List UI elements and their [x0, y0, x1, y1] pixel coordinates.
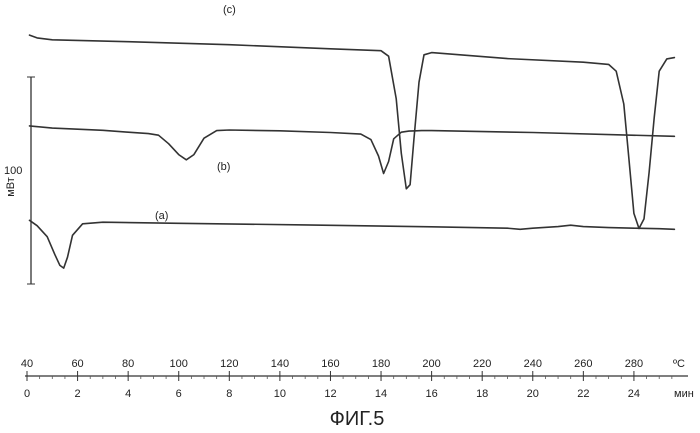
scale-bar-value: 100	[4, 165, 22, 177]
figure-caption: ФИГ.5	[330, 408, 385, 430]
temperature-unit: ºC	[673, 358, 685, 370]
temperature-tick-label: 100	[170, 358, 188, 370]
scale-bar: 100 мВт	[4, 77, 35, 284]
time-tick-label: 0	[24, 388, 30, 400]
time-unit: мин	[674, 388, 694, 400]
curve-a	[30, 220, 675, 268]
temperature-tick-label: 280	[625, 358, 643, 370]
temperature-tick-label: 160	[321, 358, 339, 370]
x-axis: 406080100120140160180200220240260280 024…	[21, 358, 694, 400]
temperature-tick-label: 220	[473, 358, 491, 370]
time-tick-label: 18	[476, 388, 488, 400]
temperature-tick-label: 240	[524, 358, 542, 370]
temperature-tick-label: 120	[220, 358, 238, 370]
temperature-tick-label: 140	[271, 358, 289, 370]
curve-label-c: (c)	[223, 4, 236, 16]
curve-label-a: (a)	[155, 210, 168, 222]
curves-layer	[30, 35, 675, 268]
time-tick-label: 22	[577, 388, 589, 400]
curve-label-b: (b)	[217, 161, 230, 173]
temperature-axis: 40 60 80 100 120 140 160 180 200 220 240 260 280	[21, 358, 643, 376]
curve-b	[30, 126, 675, 174]
temperature-tick-label: 80	[122, 358, 134, 370]
temperature-tick-label: 180	[372, 358, 390, 370]
time-axis: 024681012141618202224	[24, 376, 672, 400]
time-tick-label: 4	[125, 388, 131, 400]
time-tick-label: 2	[75, 388, 81, 400]
time-tick-label: 16	[425, 388, 437, 400]
time-tick-label: 6	[176, 388, 182, 400]
time-tick-label: 14	[375, 388, 387, 400]
temperature-tick-label: 260	[574, 358, 592, 370]
temperature-tick-label: 60	[71, 358, 83, 370]
temperature-tick-label: 40	[21, 358, 33, 370]
curve-labels: (c) (b) (a)	[155, 4, 236, 222]
time-tick-label: 10	[274, 388, 286, 400]
temperature-tick-label: 200	[422, 358, 440, 370]
time-tick-label: 12	[324, 388, 336, 400]
time-tick-label: 20	[527, 388, 539, 400]
time-tick-label: 8	[226, 388, 232, 400]
time-tick-label: 24	[628, 388, 640, 400]
scale-bar-unit: мВт	[5, 177, 17, 197]
